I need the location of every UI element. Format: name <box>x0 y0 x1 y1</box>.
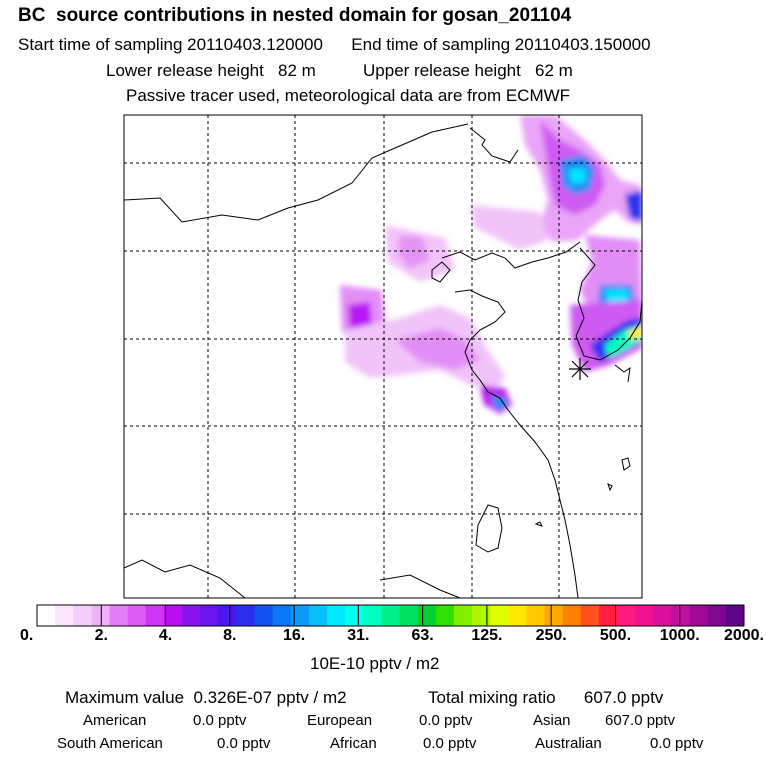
japan-kyushu <box>614 364 631 383</box>
colorbar-swatch <box>580 605 600 626</box>
colorbar <box>37 605 745 626</box>
colorbar-swatch <box>91 605 111 626</box>
concentration-field <box>340 115 642 414</box>
inland-borders <box>124 559 246 598</box>
liaodong-coast <box>431 261 451 283</box>
colorbar-swatch <box>308 605 328 626</box>
islands-south <box>534 457 631 527</box>
colorbar-tick-label: 2. <box>94 627 108 644</box>
bohai-coast <box>441 241 581 269</box>
plume-korea-peak <box>605 290 628 303</box>
northeast-border <box>469 127 519 163</box>
chart-title: BC source contributions in nested domain… <box>18 5 572 26</box>
region-label: American <box>83 712 147 729</box>
colorbar-swatch <box>236 605 256 626</box>
colorbar-swatch <box>345 605 364 626</box>
plume-inland-west-core <box>348 302 372 332</box>
colorbar-swatch <box>182 605 201 626</box>
colorbar-tick-label: 0. <box>20 627 34 644</box>
sw-border <box>379 574 461 598</box>
colorbar-swatch <box>254 605 274 626</box>
colorbar-swatch <box>635 605 654 626</box>
taiwan-island <box>475 504 503 553</box>
colorbar-swatch <box>272 605 292 626</box>
colorbar-tick-label: 1000. <box>659 627 700 644</box>
colorbar-swatch <box>55 605 74 626</box>
region-value: 607.0 pptv <box>605 712 676 729</box>
region-label: European <box>307 712 373 729</box>
colorbar-swatch <box>671 605 691 626</box>
colorbar-swatch <box>526 605 546 626</box>
colorbar-swatch <box>508 605 527 626</box>
colorbar-swatch <box>707 605 727 626</box>
plume-east-edge <box>625 190 642 222</box>
plume-plain-mid <box>395 328 480 370</box>
release-heights: Lower release height 82 m Upper release … <box>106 61 573 80</box>
colorbar-tick-label: 31. <box>347 627 370 644</box>
colorbar-tick-label: 500. <box>599 627 632 644</box>
colorbar-swatch <box>363 605 382 626</box>
region-value: 0.0 pptv <box>423 735 477 752</box>
northern-border <box>124 123 469 223</box>
colorbar-swatch <box>725 605 745 626</box>
receptor-marker <box>569 358 591 380</box>
colorbar-tick-label: 125. <box>471 627 503 644</box>
region-value: 0.0 pptv <box>650 735 704 752</box>
colorbar-swatch <box>689 605 709 626</box>
colorbar-tick-label: 63. <box>411 627 434 644</box>
model-note: Passive tracer used, meteorological data… <box>126 86 571 105</box>
colorbar-swatch <box>73 605 92 626</box>
colorbar-swatch <box>127 605 147 626</box>
colorbar-tick-label: 2000. <box>723 627 764 644</box>
shandong-coast <box>454 289 579 598</box>
colorbar-swatch <box>417 605 437 626</box>
colorbar-swatch <box>163 605 183 626</box>
colorbar-swatch <box>453 605 473 626</box>
region-label: South American <box>57 735 163 752</box>
colorbar-swatch <box>562 605 582 626</box>
colorbar-tick-label: 250. <box>535 627 567 644</box>
colorbar-swatch <box>218 605 237 626</box>
colorbar-swatch <box>472 605 491 626</box>
plot-frame <box>123 114 643 599</box>
region-label: Australian <box>535 735 602 752</box>
colorbar-swatch <box>381 605 401 626</box>
sampling-times: Start time of sampling 20110403.120000 E… <box>18 35 651 54</box>
max-value: Maximum value 0.326E-07 pptv / m2 <box>65 688 347 707</box>
grid-lines <box>124 115 642 598</box>
coastlines <box>124 123 642 598</box>
region-value: 0.0 pptv <box>217 735 271 752</box>
colorbar-swatch <box>399 605 419 626</box>
colorbar-swatch <box>200 605 219 626</box>
korea-peninsula <box>575 247 642 361</box>
plume-shanghai-core <box>490 395 507 409</box>
colorbar-swatch <box>290 605 310 626</box>
plume-inland-north-halo <box>385 225 455 282</box>
total-mixing-ratio: Total mixing ratio 607.0 pptv <box>428 688 664 707</box>
colorbar-swatch <box>37 605 56 626</box>
plume-central <box>470 205 548 250</box>
colorbar-swatch <box>109 605 129 626</box>
colorbar-frame <box>36 604 745 627</box>
colorbar-swatch <box>653 605 672 626</box>
colorbar-tick-label: 4. <box>158 627 173 644</box>
colorbar-swatch <box>327 605 346 626</box>
colorbar-swatch <box>598 605 618 626</box>
colorbar-swatch <box>435 605 455 626</box>
plume-northeast-peak <box>568 168 586 184</box>
colorbar-swatch <box>490 605 509 626</box>
region-label: Asian <box>533 712 571 729</box>
colorbar-swatch <box>617 605 636 626</box>
colorbar-tick-label: 8. <box>223 627 237 644</box>
colorbar-swatch <box>544 605 564 626</box>
colorbar-unit: 10E-10 pptv / m2 <box>310 654 440 673</box>
colorbar-tick-label: 16. <box>282 627 306 644</box>
region-value: 0.0 pptv <box>193 712 247 729</box>
region-value: 0.0 pptv <box>419 712 473 729</box>
region-label: African <box>330 735 377 752</box>
colorbar-swatch <box>145 605 165 626</box>
